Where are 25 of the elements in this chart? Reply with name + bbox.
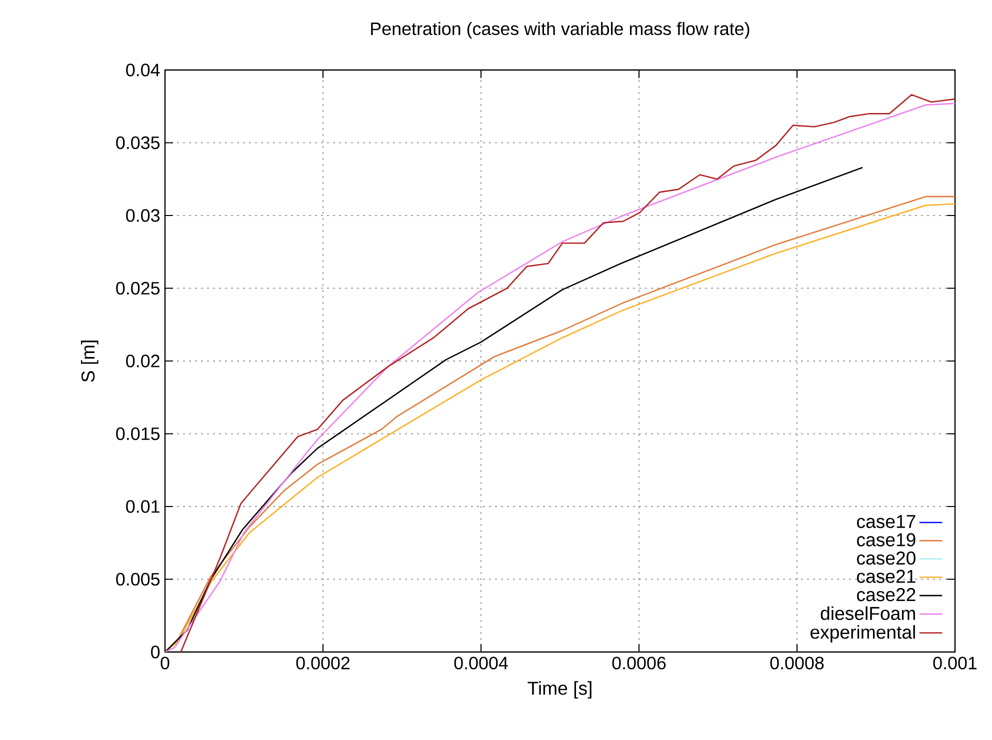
y-tick-label: 0.03 <box>126 209 160 222</box>
legend-label: experimental <box>810 625 915 642</box>
legend-label: case20 <box>857 551 916 565</box>
y-tick-label: 0 <box>151 646 160 658</box>
y-tick-label: 0.02 <box>126 354 160 368</box>
x-tick-label: 0.0008 <box>770 656 824 670</box>
y-tick-label: 0.025 <box>116 282 160 295</box>
x-tick-label: 0.0004 <box>454 656 508 670</box>
x-axis-title: Time [s] <box>528 681 592 699</box>
legend-label: case17 <box>857 515 916 528</box>
legend-label: case22 <box>857 588 916 602</box>
y-tick-label: 0.01 <box>126 500 160 513</box>
y-tick-label: 0.015 <box>116 427 160 440</box>
y-tick-label: 0.04 <box>126 64 160 76</box>
legend-label: dieselFoam <box>820 606 915 620</box>
y-tick-label: 0.035 <box>116 136 160 150</box>
chart-title: Penetration (cases with variable mass flow rate) <box>371 22 750 39</box>
y-axis-title: S [m] <box>80 340 98 382</box>
x-tick-label: 0 <box>160 656 170 670</box>
x-tick-label: 0.001 <box>933 656 977 670</box>
x-tick-label: 0.0002 <box>296 656 350 670</box>
y-tick-label: 0.005 <box>116 572 160 586</box>
legend-label: case19 <box>857 533 916 546</box>
legend-label: case21 <box>857 570 916 583</box>
x-tick-label: 0.0006 <box>612 656 666 670</box>
